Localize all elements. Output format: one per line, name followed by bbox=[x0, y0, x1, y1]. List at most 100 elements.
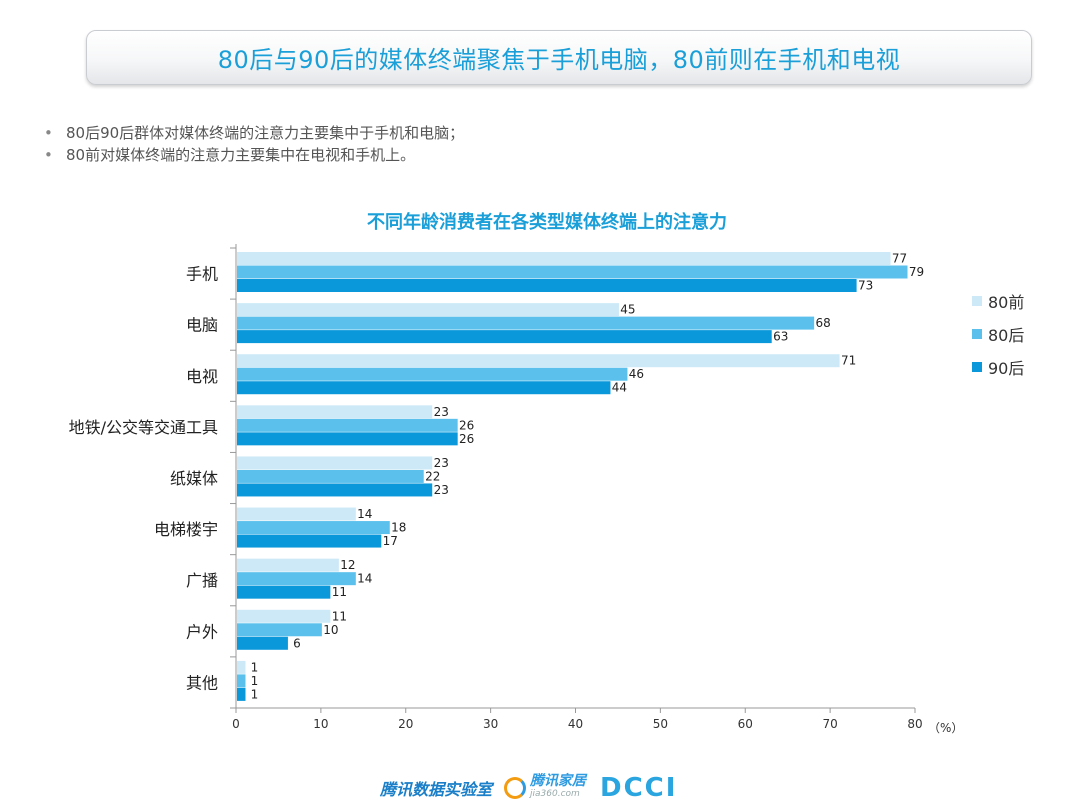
data-label: 44 bbox=[612, 381, 627, 395]
bullet-dot-icon: • bbox=[44, 124, 53, 142]
bar bbox=[237, 558, 339, 572]
title-banner: 80后与90后的媒体终端聚焦于手机电脑，80前则在手机和电视 bbox=[86, 30, 1032, 85]
bullet-item: • 80前对媒体终端的注意力主要集中在电视和手机上。 bbox=[44, 144, 464, 166]
bar bbox=[237, 572, 356, 586]
category-label: 电梯楼宇 bbox=[154, 520, 218, 539]
data-label: 73 bbox=[858, 279, 873, 293]
bar bbox=[237, 316, 815, 330]
x-tick-label: 60 bbox=[738, 717, 753, 731]
data-label: 79 bbox=[909, 265, 924, 279]
data-label: 23 bbox=[434, 456, 449, 470]
footer-logos: 腾讯数据实验室 腾讯家居 jia360.com DCCI bbox=[380, 773, 677, 803]
data-label: 46 bbox=[629, 367, 644, 381]
axis-unit-label: （%） bbox=[928, 721, 964, 735]
data-label: 17 bbox=[383, 534, 398, 548]
tencent-data-lab-logo: 腾讯数据实验室 bbox=[380, 780, 493, 799]
bar bbox=[237, 252, 891, 265]
data-label: 23 bbox=[434, 483, 449, 497]
data-label: 1 bbox=[251, 660, 259, 674]
bar bbox=[237, 279, 857, 292]
legend-swatch bbox=[972, 328, 982, 339]
x-tick-label: 70 bbox=[822, 717, 837, 731]
data-label: 22 bbox=[425, 469, 440, 483]
bar bbox=[237, 469, 424, 483]
bullet-item: • 80后90后群体对媒体终端的注意力主要集中于手机和电脑； bbox=[44, 122, 464, 144]
page-title: 80后与90后的媒体终端聚焦于手机电脑，80前则在手机和电视 bbox=[217, 46, 901, 74]
tencent-home-domain: jia360.com bbox=[530, 789, 580, 799]
category-label: 电脑 bbox=[186, 316, 218, 335]
x-tick-label: 30 bbox=[483, 717, 498, 731]
x-tick-label: 40 bbox=[568, 717, 583, 731]
bar bbox=[237, 521, 390, 535]
bar bbox=[237, 585, 331, 599]
legend-label: 90后 bbox=[988, 358, 1025, 378]
legend-swatch bbox=[972, 361, 982, 372]
category-label: 手机 bbox=[186, 265, 218, 284]
bar bbox=[237, 609, 331, 623]
category-label: 电视 bbox=[186, 367, 218, 386]
category-label: 户外 bbox=[186, 622, 218, 641]
bar bbox=[237, 405, 433, 419]
category-label: 广播 bbox=[186, 571, 218, 590]
data-label: 18 bbox=[391, 521, 406, 535]
x-tick-label: 80 bbox=[907, 717, 922, 731]
data-label: 26 bbox=[459, 418, 474, 432]
bar bbox=[237, 456, 433, 470]
bar bbox=[237, 660, 246, 674]
chart-legend: 80前 80后 90后 bbox=[972, 284, 1024, 383]
bullet-dot-icon: • bbox=[44, 146, 53, 164]
bar bbox=[237, 687, 246, 701]
data-label: 14 bbox=[357, 507, 372, 521]
dcci-logo: DCCI bbox=[600, 773, 678, 803]
data-label: 10 bbox=[323, 623, 338, 637]
legend-item-80s: 80后 bbox=[972, 317, 1024, 350]
data-label: 1 bbox=[251, 687, 259, 701]
legend-swatch bbox=[972, 295, 982, 306]
bar bbox=[237, 418, 458, 432]
bullet-text: 80后90后群体对媒体终端的注意力主要集中于手机和电脑； bbox=[66, 124, 465, 142]
bar bbox=[237, 265, 908, 279]
bar bbox=[237, 381, 611, 395]
bar bbox=[237, 636, 288, 650]
bar bbox=[237, 432, 458, 446]
bar bbox=[237, 354, 840, 368]
legend-item-80-before: 80前 bbox=[972, 284, 1024, 317]
bar bbox=[237, 303, 619, 317]
data-label: 23 bbox=[434, 405, 449, 419]
tencent-home-name: 腾讯家居 bbox=[530, 773, 587, 789]
data-label: 14 bbox=[357, 572, 372, 586]
data-label: 12 bbox=[340, 558, 355, 572]
data-label: 63 bbox=[773, 330, 788, 344]
data-label: 11 bbox=[332, 585, 347, 599]
bullet-text: 80前对媒体终端的注意力主要集中在电视和手机上。 bbox=[66, 146, 416, 164]
x-tick-label: 10 bbox=[313, 717, 328, 731]
bar bbox=[237, 507, 356, 521]
category-label: 地铁/公交等交通工具 bbox=[69, 418, 218, 437]
data-label: 26 bbox=[459, 432, 474, 446]
bar bbox=[237, 534, 382, 548]
category-label: 纸媒体 bbox=[170, 469, 218, 488]
data-label: 68 bbox=[816, 316, 831, 330]
category-label: 其他 bbox=[186, 673, 218, 692]
data-label: 45 bbox=[620, 303, 635, 317]
data-label: 77 bbox=[892, 252, 907, 266]
x-tick-label: 50 bbox=[653, 717, 668, 731]
data-label: 11 bbox=[332, 609, 347, 623]
legend-label: 80前 bbox=[988, 292, 1025, 312]
bar bbox=[237, 674, 246, 688]
legend-label: 80后 bbox=[988, 325, 1025, 345]
bar bbox=[237, 483, 433, 497]
chart-title: 不同年龄消费者在各类型媒体终端上的注意力 bbox=[367, 212, 727, 233]
legend-item-90s: 90后 bbox=[972, 350, 1024, 383]
x-tick-label: 0 bbox=[232, 717, 240, 731]
tencent-home-logo-icon bbox=[504, 777, 527, 799]
bullet-list: • 80后90后群体对媒体终端的注意力主要集中于手机和电脑； • 80前对媒体终端的… bbox=[44, 122, 464, 166]
bar bbox=[237, 367, 628, 381]
data-label: 1 bbox=[251, 674, 259, 688]
bar bbox=[237, 330, 772, 344]
bar bbox=[237, 623, 322, 637]
x-tick-label: 20 bbox=[398, 717, 413, 731]
tencent-home-logo: 腾讯家居 jia360.com bbox=[530, 773, 587, 801]
data-label: 71 bbox=[841, 354, 856, 368]
